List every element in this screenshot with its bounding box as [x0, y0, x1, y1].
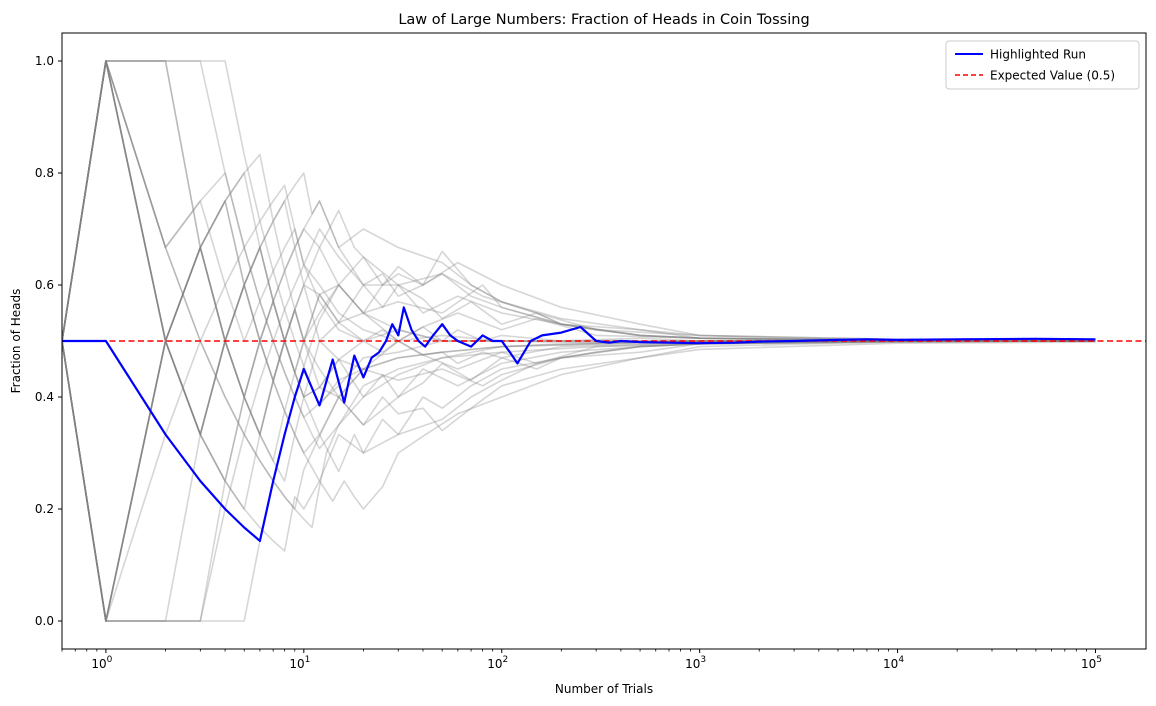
series-line-run-19 [62, 284, 1096, 622]
series-line-run-10 [62, 60, 1096, 342]
series-line-run-12 [62, 60, 1096, 436]
x-tick-label: 105 [1081, 655, 1102, 671]
legend: Highlighted Run Expected Value (0.5) [945, 40, 1140, 90]
series-line-run-27 [62, 60, 1096, 342]
series-line-run-18 [62, 60, 1096, 398]
legend-label-highlighted-run: Highlighted Run [990, 48, 1086, 62]
x-tick-label: 102 [487, 655, 508, 671]
series-line-run-16 [62, 60, 1096, 374]
series-layer [62, 60, 1096, 622]
y-tick-label: 0.8 [35, 166, 54, 180]
series-line-run-8 [62, 60, 1096, 450]
legend-label-expected-value: Expected Value (0.5) [990, 69, 1115, 83]
series-line-run-13 [62, 246, 1096, 622]
x-tick-label: 104 [883, 655, 904, 671]
series-line-run-5 [62, 264, 1096, 622]
series-line-run-7 [62, 60, 1096, 529]
series-line-run-2 [62, 60, 1096, 418]
series-line-run-26 [62, 340, 1096, 622]
series-line-run-21 [62, 340, 1096, 622]
chart-title: Law of Large Numbers: Fraction of Heads … [398, 12, 809, 28]
x-tick-label: 101 [289, 655, 310, 671]
plot-frame [61, 32, 1147, 650]
series-line-run-17 [62, 308, 1096, 622]
series-line-highlighted-run [62, 306, 1096, 542]
x-tick-label: 103 [685, 655, 706, 671]
series-line-run-24 [62, 60, 1096, 473]
y-tick-label: 0.2 [35, 502, 54, 516]
highlight-layer [62, 306, 1096, 542]
series-line-run-9 [62, 60, 1096, 342]
y-axis-label: Fraction of Heads [9, 289, 23, 394]
series-line-run-4 [62, 184, 1096, 622]
series-line-run-22 [62, 60, 1096, 510]
y-tick-label: 0.4 [35, 390, 54, 404]
series-line-run-11 [62, 340, 1096, 622]
legend-box [945, 40, 1140, 90]
series-line-run-23 [62, 172, 1096, 622]
x-axis-label: Number of Trials [555, 682, 653, 696]
y-tick-label: 1.0 [35, 54, 54, 68]
series-line-run-25 [62, 209, 1096, 622]
x-tick-label: 100 [91, 655, 112, 671]
series-line-run-15 [62, 340, 1096, 622]
y-tick-label: 0.6 [35, 278, 54, 292]
series-line-run-20 [62, 60, 1096, 342]
y-axis-ticks: 0.0 0.2 0.4 0.6 0.8 1.0 [35, 54, 62, 628]
x-axis-ticks: 100 101 102 103 104 105 [61, 649, 1102, 671]
series-line-run-14 [62, 60, 1096, 342]
y-tick-label: 0.0 [35, 614, 54, 628]
